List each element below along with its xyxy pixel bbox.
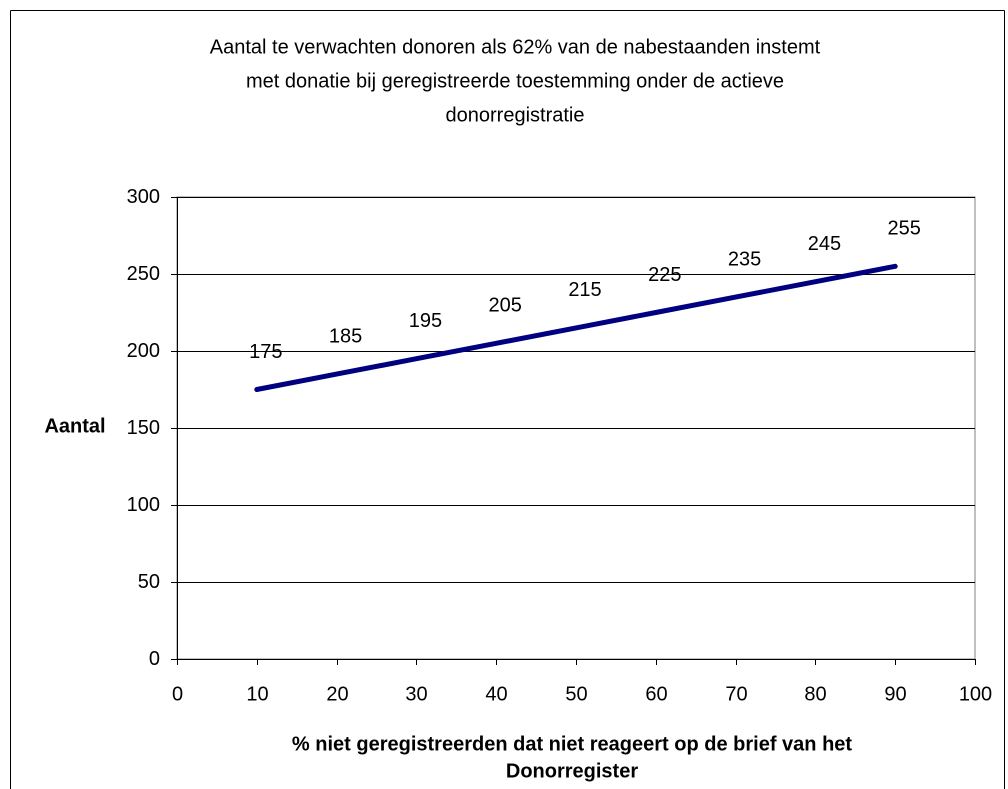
y-tick-label: 100 [127, 494, 160, 516]
x-tick-label: 60 [645, 683, 667, 705]
y-axis-label: Aantal [44, 415, 105, 437]
x-tick-label: 70 [725, 683, 747, 705]
data-label: 185 [329, 325, 362, 347]
data-label: 195 [409, 310, 442, 332]
data-label: 205 [489, 295, 522, 317]
y-tick-label: 150 [127, 417, 160, 439]
x-tick-label: 80 [804, 683, 826, 705]
x-axis-label: % niet geregistreerden dat niet reageert… [292, 733, 852, 755]
y-tick-label: 200 [127, 340, 160, 362]
x-axis-label: Donorregister [506, 760, 638, 782]
data-label: 255 [888, 218, 921, 240]
x-tick-label: 20 [326, 683, 348, 705]
chart-title: donorregistratie [446, 104, 585, 126]
y-tick-label: 0 [149, 648, 160, 670]
chart-title: Aantal te verwachten donoren als 62% van… [210, 36, 821, 58]
data-label: 175 [249, 341, 282, 363]
y-tick-label: 50 [138, 571, 160, 593]
x-tick-label: 40 [485, 683, 507, 705]
x-tick-label: 10 [246, 683, 268, 705]
x-tick-label: 100 [959, 683, 992, 705]
x-tick-label: 30 [405, 683, 427, 705]
data-label: 225 [648, 264, 681, 286]
chart-title: met donatie bij geregistreerde toestemmi… [246, 70, 784, 92]
x-tick-label: 0 [172, 683, 183, 705]
data-label: 235 [728, 248, 761, 270]
y-tick-label: 250 [127, 263, 160, 285]
data-label: 245 [808, 233, 841, 255]
data-label: 215 [568, 279, 601, 301]
x-tick-label: 90 [884, 683, 906, 705]
data-line [254, 263, 898, 392]
y-tick-label: 300 [127, 186, 160, 208]
x-tick-label: 50 [565, 683, 587, 705]
